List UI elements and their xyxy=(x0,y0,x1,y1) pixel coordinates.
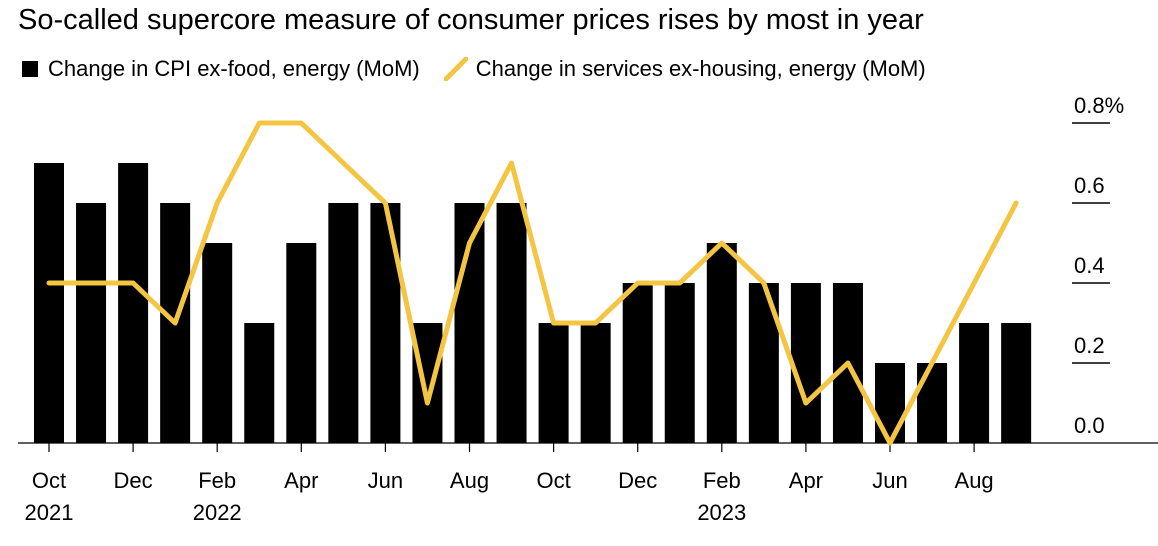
legend-bars-label: Change in CPI ex-food, energy (MoM) xyxy=(48,56,420,81)
x-tick-label-6: Oct xyxy=(536,468,570,493)
chart-title: So-called supercore measure of consumer … xyxy=(18,4,924,36)
bar-14 xyxy=(622,283,653,443)
bar-9 xyxy=(412,323,443,443)
bar-21 xyxy=(917,363,948,443)
x-tick-label-0: Oct xyxy=(32,468,66,493)
bar-4 xyxy=(202,243,233,443)
bar-5 xyxy=(244,323,275,443)
x-tick-label-1: Dec xyxy=(114,468,153,493)
bar-22 xyxy=(959,323,990,443)
y-tick-label-1: 0.6 xyxy=(1074,173,1105,198)
bar-7 xyxy=(328,203,359,443)
legend-item-bars: Change in CPI ex-food, energy (MoM) xyxy=(22,56,420,82)
x-tick-label-5: Aug xyxy=(450,468,489,493)
legend-line-label: Change in services ex-housing, energy (M… xyxy=(475,56,926,81)
bar-8 xyxy=(370,203,401,443)
x-tick-label-10: Jun xyxy=(872,468,907,493)
x-tick-year-0: 2021 xyxy=(25,500,74,525)
x-tick-label-9: Apr xyxy=(789,468,823,493)
x-tick-label-8: Feb xyxy=(703,468,741,493)
legend-item-line: Change in services ex-housing, energy (M… xyxy=(443,56,926,82)
bar-0 xyxy=(34,163,64,443)
bar-16 xyxy=(706,243,737,443)
bar-23 xyxy=(1001,323,1032,443)
bar-13 xyxy=(580,323,611,443)
legend-bar-swatch xyxy=(22,61,38,77)
bar-20 xyxy=(875,363,905,443)
y-tick-label-0: 0.8% xyxy=(1074,93,1124,118)
y-tick-label-4: 0.0 xyxy=(1074,413,1105,438)
x-tick-label-2: Feb xyxy=(198,468,236,493)
legend: Change in CPI ex-food, energy (MoM) Chan… xyxy=(22,54,950,84)
y-tick-label-2: 0.4 xyxy=(1074,253,1105,278)
services-line xyxy=(46,120,1019,446)
x-tick-label-11: Aug xyxy=(955,468,994,493)
x-tick-label-7: Dec xyxy=(618,468,657,493)
bar-11 xyxy=(496,203,527,443)
bar-12 xyxy=(538,323,569,443)
legend-line-swatch xyxy=(443,57,468,81)
bar-18 xyxy=(790,283,821,443)
x-tick-label-3: Apr xyxy=(284,468,318,493)
bar-15 xyxy=(664,283,695,443)
x-tick-year-2: 2022 xyxy=(193,500,242,525)
bar-6 xyxy=(286,243,317,443)
bar-2 xyxy=(118,163,149,443)
bar-1 xyxy=(76,203,107,443)
x-tick-year-8: 2023 xyxy=(697,500,746,525)
x-tick-label-4: Jun xyxy=(368,468,403,493)
y-tick-label-3: 0.2 xyxy=(1074,333,1105,358)
